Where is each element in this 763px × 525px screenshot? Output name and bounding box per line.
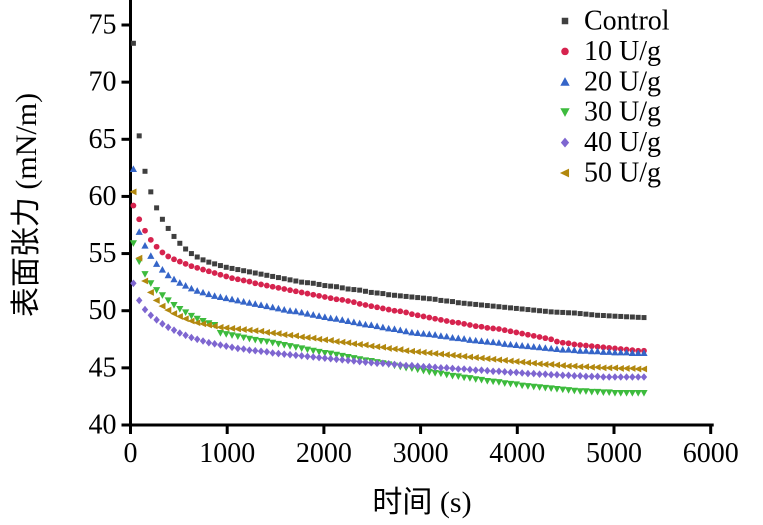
legend-label: 50 U/g [584,158,661,189]
y-tick-label: 75 [89,10,117,41]
legend-marker-icon [560,137,570,148]
legend-marker-icon [561,17,569,25]
legend-label: 10 U/g [584,36,661,67]
y-ticks: 40 45 50 55 60 65 70 75 [89,10,131,441]
plot-series [129,40,648,397]
y-tick-label: 65 [89,124,117,155]
legend-marker-icon [559,168,570,178]
legend-marker-icon [560,77,570,86]
x-ticks: 0 1000 2000 3000 4000 5000 6000 [124,425,739,469]
x-tick-label: 6000 [683,438,739,469]
y-tick-label: 40 [89,410,117,441]
series-20-u-g [129,165,648,356]
x-axis-title: 时间 (s) [372,486,471,519]
legend-entry-50-u-g: 50 U/g [559,158,661,189]
x-tick-label: 3000 [393,438,449,469]
x-tick-label: 4000 [489,438,545,469]
y-tick-label: 70 [89,67,117,98]
y-tick-label: 60 [89,181,117,212]
legend-entry-30-u-g: 30 U/g [560,97,661,128]
legend-label: 40 U/g [584,127,661,158]
x-tick-label: 1000 [199,438,255,469]
y-tick-label: 45 [89,352,117,383]
series-30-u-g [129,240,648,397]
legend-label: 30 U/g [584,97,661,128]
series-50-u-g [129,188,648,373]
series-40-u-g [130,279,648,381]
series-control [130,40,647,321]
legend-label: 20 U/g [584,66,661,97]
series-10-u-g [130,202,647,354]
legend-marker-icon [560,108,570,117]
legend-entry-10-u-g: 10 U/g [561,36,661,67]
legend-entry-control: Control [561,6,670,37]
y-axis-title: 表面张力 (mN/m) [10,93,43,317]
x-tick-label: 2000 [296,438,352,469]
legend-entry-40-u-g: 40 U/g [560,127,661,158]
axes: 40 45 50 55 60 65 70 75 0 1000 2000 3000 4000 5000 600… [89,0,739,469]
y-tick-label: 55 [89,238,117,269]
legend-marker-icon [561,47,569,56]
x-tick-label: 0 [124,438,138,469]
legend-entry-20-u-g: 20 U/g [560,66,661,97]
legend-label: Control [584,6,670,37]
x-tick-label: 5000 [586,438,642,469]
y-tick-label: 50 [89,295,117,326]
